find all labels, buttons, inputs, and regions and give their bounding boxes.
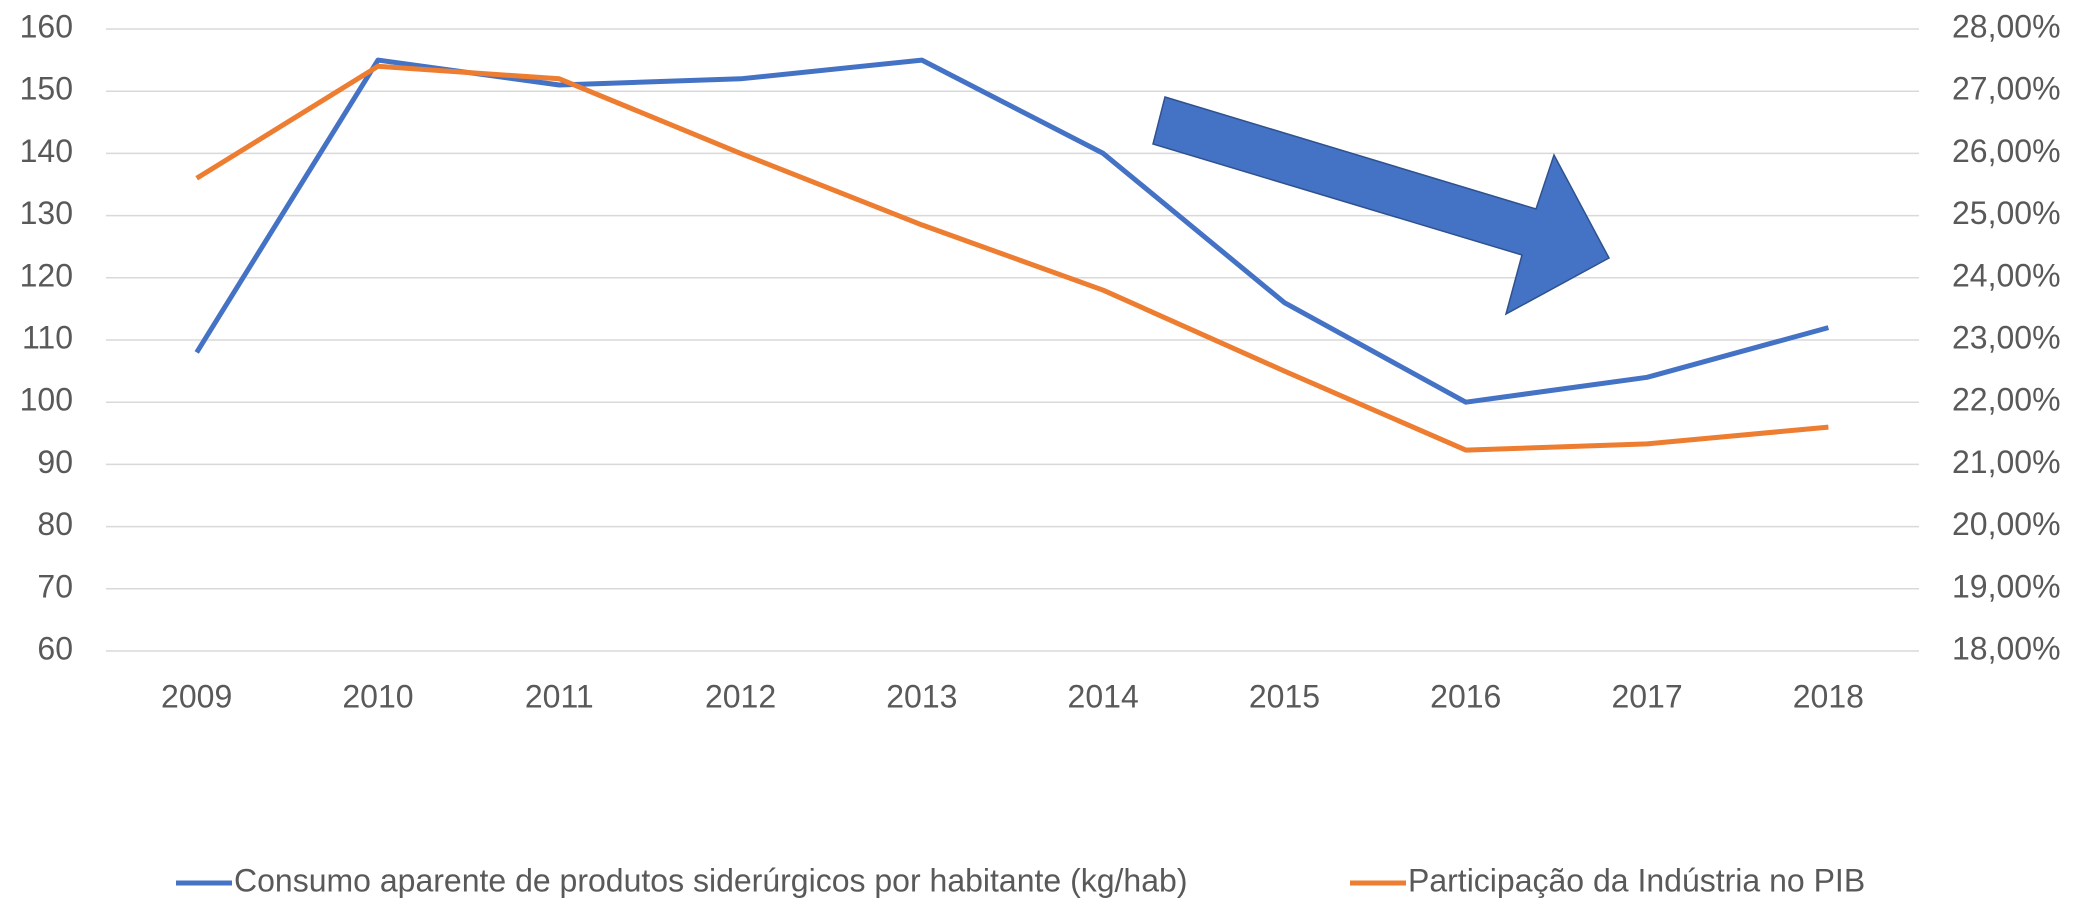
y-tick-label: 60	[37, 630, 73, 666]
y2-tick-label: 25,00%	[1952, 195, 2061, 231]
y2-tick-label: 21,00%	[1952, 444, 2061, 480]
y-tick-label: 140	[20, 133, 73, 169]
legend-label: Participação da Indústria no PIB	[1408, 862, 1865, 898]
y-tick-label: 150	[20, 71, 73, 107]
y-tick-label: 130	[20, 195, 73, 231]
x-tick-label: 2018	[1793, 678, 1864, 714]
y-tick-label: 100	[20, 382, 73, 418]
y2-tick-label: 22,00%	[1952, 382, 2061, 418]
y2-tick-label: 26,00%	[1952, 133, 2061, 169]
x-tick-label: 2012	[705, 678, 776, 714]
y2-tick-label: 27,00%	[1952, 71, 2061, 107]
y2-tick-label: 28,00%	[1952, 8, 2061, 44]
y2-tick-label: 20,00%	[1952, 506, 2061, 542]
y-tick-label: 70	[37, 568, 73, 604]
x-tick-label: 2016	[1430, 678, 1501, 714]
y-tick-label: 160	[20, 8, 73, 44]
y-tick-label: 90	[37, 444, 73, 480]
x-tick-label: 2009	[161, 678, 232, 714]
y2-tick-label: 19,00%	[1952, 568, 2061, 604]
legend-label: Consumo aparente de produtos siderúrgico…	[234, 862, 1187, 898]
y2-tick-label: 18,00%	[1952, 630, 2061, 666]
y-tick-label: 110	[22, 319, 73, 355]
y2-tick-label: 23,00%	[1952, 319, 2061, 355]
y2-tick-label: 24,00%	[1952, 257, 2061, 293]
x-tick-label: 2010	[342, 678, 413, 714]
x-tick-label: 2013	[886, 678, 957, 714]
y-tick-label: 120	[20, 257, 73, 293]
y-tick-label: 80	[37, 506, 73, 542]
x-tick-label: 2017	[1611, 678, 1682, 714]
x-tick-label: 2011	[525, 678, 594, 714]
trend-arrow	[1152, 96, 1611, 316]
x-tick-label: 2014	[1068, 678, 1139, 714]
series-line	[195, 63, 1829, 453]
x-tick-label: 2015	[1249, 678, 1320, 714]
